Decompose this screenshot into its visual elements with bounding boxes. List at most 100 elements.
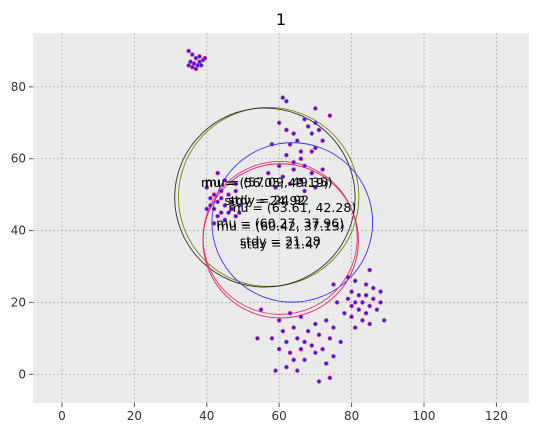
data-point <box>193 66 199 72</box>
data-point <box>280 174 286 179</box>
data-point <box>302 163 307 169</box>
data-point <box>291 131 296 136</box>
annotation-label: mu = (56.05, 49.19) <box>201 175 329 190</box>
x-tick-label: 100 <box>413 409 436 423</box>
data-point <box>295 368 300 373</box>
data-point <box>378 300 383 305</box>
data-point <box>331 325 336 330</box>
data-point <box>211 206 217 212</box>
data-point <box>345 296 351 302</box>
data-point <box>295 138 300 144</box>
data-point <box>309 170 315 176</box>
data-point <box>219 195 224 201</box>
annotation-label: mu = (63.61, 42.28) <box>228 200 356 215</box>
data-point <box>186 63 191 68</box>
data-point <box>255 336 260 341</box>
y-tick-label: 60 <box>11 152 26 166</box>
data-point <box>324 361 329 366</box>
y-axis: 0 20 40 60 80 <box>11 80 33 381</box>
data-point <box>342 310 347 316</box>
data-point <box>313 120 318 126</box>
data-point <box>229 206 235 212</box>
data-point <box>280 95 286 100</box>
data-point <box>269 142 275 147</box>
data-point <box>338 339 343 345</box>
y-tick-label: 80 <box>11 80 26 94</box>
data-point <box>276 346 282 352</box>
data-point <box>222 178 228 183</box>
data-point <box>197 59 202 64</box>
data-point <box>309 131 315 136</box>
data-point <box>219 210 224 215</box>
data-point <box>381 318 387 323</box>
data-point <box>363 282 369 287</box>
data-point <box>313 106 318 111</box>
data-point <box>324 318 329 323</box>
data-point <box>367 303 372 309</box>
x-axis: 0 20 40 60 80 100 120 <box>58 403 508 423</box>
annotations: mu = (57.09, 49.35)mu = (56.05, 49.19) st… <box>201 175 356 252</box>
data-point <box>226 210 231 215</box>
data-point <box>327 375 333 381</box>
data-point <box>345 275 351 280</box>
data-point <box>276 120 282 126</box>
data-point <box>302 116 307 122</box>
data-point <box>327 113 333 118</box>
annotation-label: mu = (60.27, 37.96) <box>216 216 344 231</box>
std-circle <box>174 107 356 288</box>
data-point <box>320 167 325 172</box>
data-point <box>316 379 322 384</box>
std-circle <box>177 107 360 287</box>
data-point <box>367 267 372 273</box>
data-point <box>352 300 358 305</box>
data-point <box>287 181 293 187</box>
data-point <box>266 170 271 176</box>
data-point <box>302 357 307 363</box>
data-point <box>237 203 242 208</box>
data-point <box>211 192 217 197</box>
plot-area <box>33 33 529 403</box>
data-point <box>276 318 282 323</box>
data-point <box>215 170 220 176</box>
data-point <box>298 156 304 161</box>
data-point <box>190 64 195 70</box>
data-point <box>226 192 231 197</box>
data-point <box>298 149 304 154</box>
data-point <box>320 138 325 144</box>
data-point <box>191 61 197 66</box>
data-point <box>273 368 278 373</box>
data-point <box>202 55 208 61</box>
data-point <box>313 350 318 355</box>
annotation-label: stdy = 24.92 <box>224 193 305 208</box>
data-point <box>305 124 311 129</box>
data-point <box>273 185 278 190</box>
annotation-label: mu = (57.09, 49.35) <box>205 175 333 190</box>
y-tick-label: 0 <box>18 367 26 381</box>
data-point <box>298 178 304 183</box>
data-point <box>188 59 193 64</box>
x-tick-label: 20 <box>127 409 142 423</box>
data-point <box>280 328 286 334</box>
data-point <box>367 321 372 327</box>
data-point <box>298 314 304 320</box>
std-circles <box>174 107 374 319</box>
data-point <box>320 346 325 352</box>
data-point <box>309 343 315 348</box>
x-tick-label: 0 <box>58 409 66 423</box>
annotation-label: stdy = 21.47 <box>240 236 321 251</box>
data-point <box>195 63 200 68</box>
data-point <box>219 188 224 194</box>
data-point <box>295 336 300 341</box>
annotation-label: stdy = 24.92 <box>228 193 309 208</box>
chart-title: 1 <box>276 10 286 29</box>
data-point <box>352 325 358 330</box>
data-point <box>302 339 307 345</box>
data-point <box>215 199 220 205</box>
data-point <box>352 278 358 284</box>
data-point <box>287 350 293 355</box>
data-point <box>298 346 304 352</box>
data-point <box>356 292 362 298</box>
data-point <box>197 54 202 59</box>
data-point <box>349 303 354 309</box>
